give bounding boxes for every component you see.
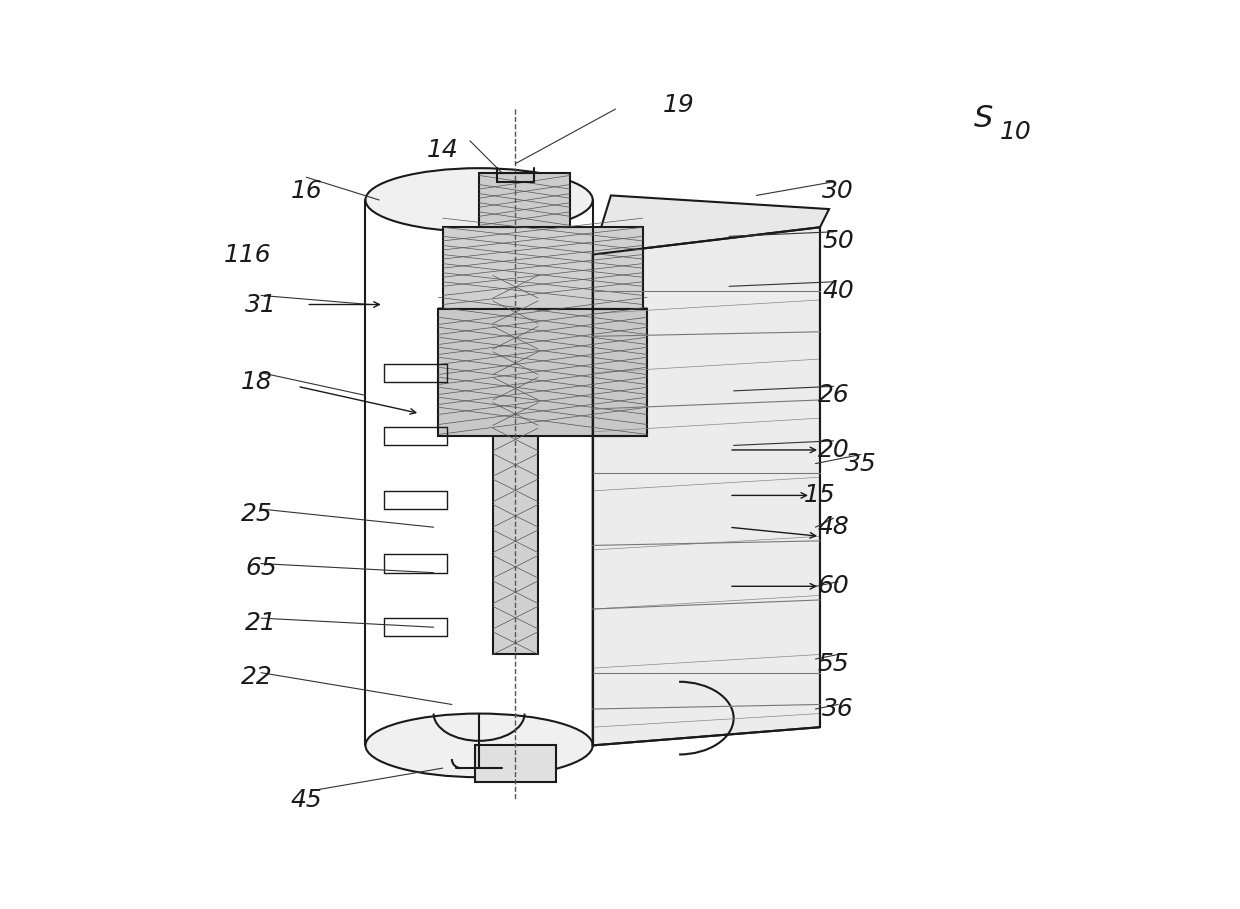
Text: 20: 20 bbox=[817, 438, 849, 462]
FancyBboxPatch shape bbox=[443, 227, 642, 309]
Ellipse shape bbox=[366, 168, 593, 232]
Text: 60: 60 bbox=[817, 574, 849, 598]
Text: 116: 116 bbox=[223, 243, 272, 266]
Text: 10: 10 bbox=[999, 120, 1032, 144]
Text: 36: 36 bbox=[822, 697, 854, 721]
Text: 14: 14 bbox=[427, 138, 459, 162]
Text: 18: 18 bbox=[241, 370, 273, 394]
FancyBboxPatch shape bbox=[475, 745, 557, 782]
Text: 30: 30 bbox=[822, 179, 854, 203]
Text: S: S bbox=[973, 105, 993, 134]
Text: 16: 16 bbox=[290, 179, 322, 203]
Text: 65: 65 bbox=[246, 556, 277, 580]
Text: 45: 45 bbox=[290, 788, 322, 812]
Text: 25: 25 bbox=[241, 502, 273, 525]
Text: 26: 26 bbox=[817, 384, 849, 407]
Text: 35: 35 bbox=[844, 452, 877, 475]
Text: 19: 19 bbox=[663, 93, 694, 116]
FancyBboxPatch shape bbox=[492, 273, 538, 654]
FancyBboxPatch shape bbox=[479, 173, 570, 227]
Polygon shape bbox=[593, 227, 820, 745]
Text: 15: 15 bbox=[804, 484, 836, 507]
Text: 21: 21 bbox=[246, 611, 277, 634]
Text: 31: 31 bbox=[246, 293, 277, 316]
Ellipse shape bbox=[366, 714, 593, 777]
Polygon shape bbox=[593, 195, 830, 255]
Text: 55: 55 bbox=[817, 652, 849, 675]
Text: 22: 22 bbox=[241, 665, 273, 689]
FancyBboxPatch shape bbox=[438, 309, 647, 436]
Text: 50: 50 bbox=[822, 229, 854, 253]
Text: 40: 40 bbox=[822, 279, 854, 303]
Text: 48: 48 bbox=[817, 515, 849, 539]
